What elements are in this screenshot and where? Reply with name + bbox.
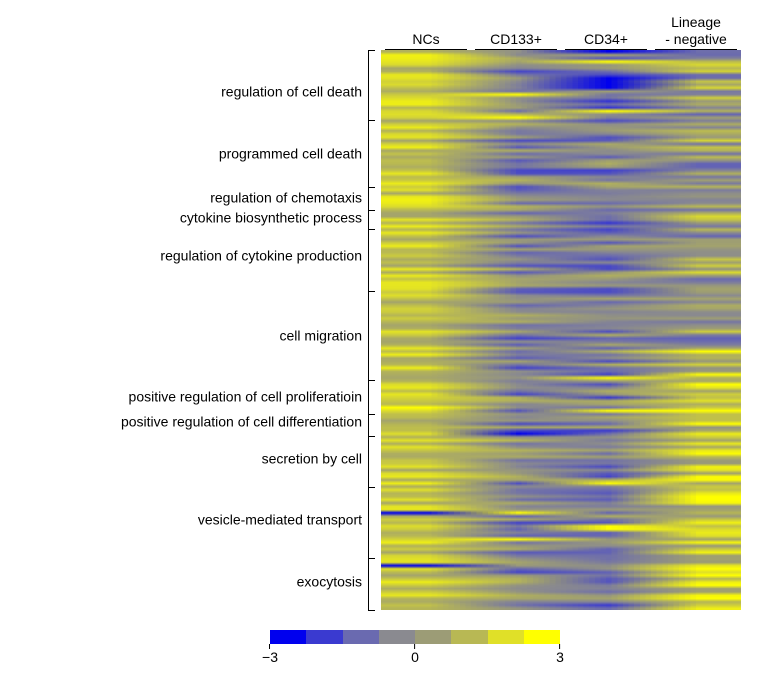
tick-label: −3: [262, 649, 278, 665]
colorbar-band: [415, 630, 451, 644]
tick-label: 3: [556, 649, 564, 665]
colorbar-band: [379, 630, 415, 644]
colorbar-band: [488, 630, 524, 644]
column-header-NCs: NCs: [381, 31, 471, 48]
column-header-LinNeg: Lineage- negative: [651, 14, 741, 48]
row-brackets: [0, 50, 375, 610]
row-bracket: [368, 436, 375, 487]
colorbar-ticks: −303: [270, 644, 560, 664]
row-bracket: [368, 558, 375, 611]
colorbar-band: [343, 630, 379, 644]
colorbar-band: [306, 630, 342, 644]
row-bracket: [368, 187, 375, 210]
row-bracket: [368, 50, 375, 121]
heatmap: [381, 50, 741, 610]
heatmap-figure: NCsCD133+CD34+Lineage- negative regulati…: [0, 0, 782, 689]
column-header-CD133: CD133+: [471, 31, 561, 48]
column-header-text: - negative: [651, 31, 741, 48]
colorbar-gradient: [270, 630, 560, 644]
row-bracket: [368, 229, 375, 292]
heatmap-canvas: [381, 50, 741, 610]
column-header-text: Lineage: [651, 14, 741, 31]
row-bracket: [368, 414, 375, 437]
column-headers: NCsCD133+CD34+Lineage- negative: [381, 8, 741, 48]
row-bracket: [368, 380, 375, 415]
colorbar-tick: 3: [556, 644, 564, 665]
row-bracket: [368, 120, 375, 188]
row-bracket: [368, 210, 375, 231]
column-header-text: CD133+: [471, 31, 561, 48]
colorbar-tick: −3: [262, 644, 278, 665]
colorbar: −303: [270, 630, 560, 664]
row-bracket: [368, 487, 375, 560]
colorbar-band: [270, 630, 306, 644]
colorbar-tick: 0: [411, 644, 419, 665]
column-header-text: CD34+: [561, 31, 651, 48]
tick-label: 0: [411, 649, 419, 665]
colorbar-band: [524, 630, 560, 644]
column-header-CD34: CD34+: [561, 31, 651, 48]
row-bracket: [368, 291, 375, 382]
column-header-text: NCs: [381, 31, 471, 48]
colorbar-band: [451, 630, 487, 644]
